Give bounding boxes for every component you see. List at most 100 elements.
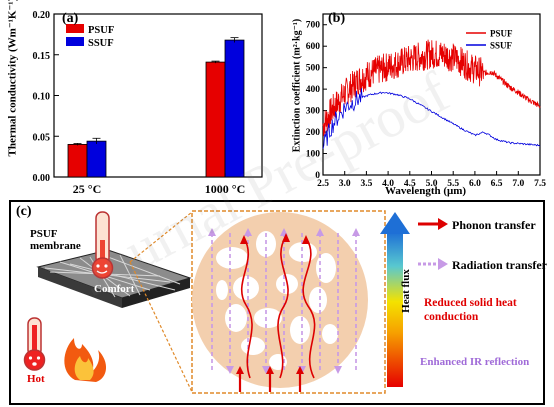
- phonon-path: [240, 237, 253, 379]
- pore: [241, 337, 265, 355]
- pore: [233, 276, 259, 300]
- flame-core: [74, 356, 94, 380]
- phonon-arrow-head: [282, 233, 290, 242]
- y-tick-label: 600: [306, 42, 321, 52]
- y-tick-label: 100: [306, 150, 321, 160]
- legend-label: PSUF: [88, 25, 114, 36]
- legend-swatch: [66, 37, 84, 46]
- pore: [322, 324, 338, 344]
- pore: [216, 247, 248, 269]
- panel-b-ylabel: Extinction coefficient (m²·kg⁻¹): [291, 18, 303, 153]
- reduced-conduction-text: Reduced solid heat conduction: [424, 297, 517, 323]
- series-line: [322, 39, 541, 137]
- face-smile: [96, 270, 108, 274]
- fiber: [119, 254, 141, 296]
- thermometer-comfort-mercury: [100, 240, 105, 262]
- x-tick-label: 2.5: [317, 179, 329, 189]
- pore: [290, 316, 310, 344]
- panel-c-frame: [9, 200, 545, 405]
- face-eye: [36, 356, 41, 360]
- zoom-frame: [191, 210, 386, 394]
- face-eye: [96, 264, 100, 268]
- legend-label: PSUF: [490, 29, 513, 39]
- zoom-line: [129, 211, 193, 263]
- x-tick-label: 4.5: [404, 179, 416, 189]
- comfort-label: Comfort: [94, 283, 135, 295]
- x-tick-label: 4.0: [382, 179, 394, 189]
- panel-b: 2.5 3.0 3.5 4.0 4.5 5.0 5.5 6.0 6.5 7.0 7.5 0 100 200…: [306, 13, 546, 189]
- legend-label: SSUF: [490, 41, 513, 51]
- series-line: [322, 88, 541, 149]
- membrane-side-right: [122, 278, 190, 308]
- face-mouth: [32, 362, 37, 366]
- panel-c: [9, 200, 545, 405]
- bar: [205, 61, 226, 178]
- bar: [224, 39, 245, 178]
- radiation-arrow-head: [244, 228, 252, 236]
- bar: [86, 140, 107, 178]
- zoom-line: [129, 261, 193, 393]
- fiber: [99, 253, 181, 285]
- pore: [309, 287, 327, 313]
- pore: [225, 304, 247, 332]
- panel-a-ylabel: Thermal conductivity (Wm⁻¹K⁻¹): [6, 0, 19, 157]
- heat-flux-bar: [387, 232, 403, 387]
- pore: [316, 253, 336, 283]
- input-arrow-head: [236, 366, 244, 374]
- x-tick-label: 7.0: [512, 179, 524, 189]
- y-tick-label: 200: [306, 128, 321, 138]
- y-tick-label: 0: [315, 171, 320, 181]
- membrane-side-front: [38, 267, 122, 308]
- face-eye: [28, 356, 33, 360]
- y-tick-label: 0.00: [33, 173, 51, 184]
- heat-flux-label: Heat flux: [399, 269, 412, 313]
- panel-a: 0.00 0.05 0.10 0.15 0.20 25 °C 1000 °C PSUF SSUF: [33, 10, 263, 196]
- pore: [254, 308, 282, 328]
- fiber: [69, 263, 176, 291]
- flame-icon: [64, 338, 107, 382]
- y-tick-label: 300: [306, 107, 321, 117]
- thermometer-comfort-bulb: [91, 257, 114, 279]
- pore: [216, 280, 228, 300]
- panel-c-letter: (c): [16, 204, 32, 219]
- legend-swatch: [66, 24, 84, 33]
- input-arrow-head: [266, 366, 274, 374]
- phonon-path: [302, 237, 316, 379]
- heat-flux-arrow-head: [380, 212, 410, 234]
- y-tick-label: 500: [306, 64, 321, 74]
- x-tick-label: 5.0: [426, 179, 438, 189]
- membrane-label: PSUF membrane: [30, 228, 81, 252]
- face-eye: [104, 264, 108, 268]
- input-arrow-head: [296, 366, 304, 374]
- phonon-arrow-head: [240, 235, 248, 244]
- x-tick-label: 3.5: [360, 179, 372, 189]
- radiation-arrow-head: [262, 366, 270, 374]
- radiation-arrow-head: [352, 228, 360, 236]
- legend-radiation-head: [438, 258, 448, 270]
- panel-a-letter: (a): [62, 11, 79, 26]
- bar: [67, 143, 88, 178]
- y-tick-label: 0.20: [33, 10, 51, 21]
- radiation-arrow-head: [316, 228, 324, 236]
- y-tick-label: 0.05: [33, 132, 51, 143]
- thermometer-hot-mercury: [32, 325, 37, 355]
- legend-radiation-label: Radiation transfer: [452, 258, 547, 272]
- phonon-arrow-head: [302, 235, 310, 244]
- legend-label: SSUF: [88, 38, 114, 49]
- x-tick-label: 1000 °C: [205, 182, 245, 196]
- radiation-arrow-head: [334, 366, 342, 374]
- x-tick-label: 5.5: [447, 179, 459, 189]
- x-tick-label: 6.0: [469, 179, 481, 189]
- y-tick-label: 0.15: [33, 51, 51, 62]
- legend-phonon-head: [438, 218, 448, 230]
- pore: [289, 242, 317, 262]
- hot-label: Hot: [27, 373, 45, 385]
- x-tick-label: 3.0: [339, 179, 351, 189]
- panel-b-xlabel: Wavelength (μm): [385, 185, 467, 197]
- phonon-path: [277, 235, 289, 379]
- radiation-arrow-head: [226, 366, 234, 374]
- y-tick-label: 700: [306, 21, 321, 31]
- x-tick-label: 25 °C: [73, 182, 101, 196]
- y-tick-label: 400: [306, 85, 321, 95]
